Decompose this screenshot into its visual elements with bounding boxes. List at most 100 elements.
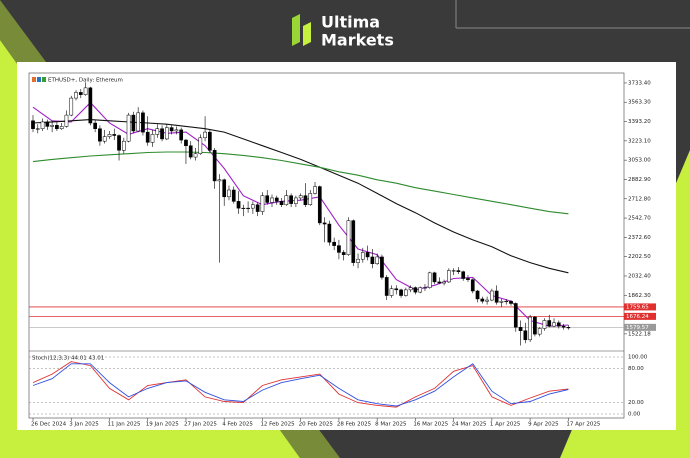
candle-body — [408, 287, 413, 291]
candle-body — [55, 125, 59, 129]
candle-body — [141, 112, 145, 133]
candle-body — [317, 186, 322, 224]
candle-body — [164, 127, 169, 140]
candle-body — [418, 287, 423, 293]
candle-body — [528, 316, 532, 341]
candle-body — [504, 300, 509, 303]
candle-body — [461, 271, 466, 279]
candle-body — [59, 126, 64, 129]
x-tick-label: 3 Jan 2025 — [69, 422, 99, 428]
moving-average — [32, 151, 569, 215]
candle-body — [337, 245, 341, 253]
candle-body — [509, 300, 513, 304]
last-price-box — [624, 323, 656, 331]
candle-body — [136, 112, 141, 132]
candle-body — [107, 134, 112, 137]
x-tick-label: 9 Apr 2025 — [528, 422, 559, 428]
brand-text: Ultima — [321, 13, 380, 32]
candle-body — [112, 134, 117, 136]
logo: Ultima Markets — [292, 13, 394, 50]
candle-body — [236, 201, 241, 209]
candle-body — [246, 207, 250, 210]
x-tick-label: 27 Jan 2025 — [184, 422, 217, 428]
candle-body — [537, 328, 542, 335]
candle-body — [83, 87, 88, 95]
candle-body — [270, 197, 274, 203]
candle-body — [360, 252, 365, 260]
candle-body — [332, 241, 336, 246]
indicator-tick-label: 20.00 — [628, 400, 644, 406]
candle-body — [284, 195, 289, 205]
icon — [37, 77, 41, 82]
indicator-plot — [29, 356, 624, 415]
y-tick-label: 2712.80 — [628, 196, 651, 202]
candle-body — [222, 179, 227, 198]
candle-body — [231, 189, 236, 202]
candle-body — [188, 145, 193, 158]
candle-body — [394, 288, 399, 291]
moving-average — [32, 119, 569, 274]
price-plot — [29, 82, 624, 346]
candle-body — [389, 288, 394, 296]
y-tick-label: 2032.40 — [628, 273, 651, 279]
candle-body — [289, 195, 293, 204]
candle-body — [542, 320, 547, 329]
candle-body — [160, 128, 164, 140]
level-label-box — [624, 312, 656, 320]
candle-body — [403, 289, 408, 296]
candle-body — [279, 201, 284, 205]
plot-frame — [28, 72, 625, 419]
candle-body — [313, 186, 317, 194]
candle-body — [356, 258, 360, 263]
level-label: 1676.24 — [626, 314, 649, 320]
indicator-line — [32, 363, 569, 407]
candle-body — [69, 97, 74, 116]
indicator-tick-label: 80.00 — [628, 366, 644, 372]
candle-body — [475, 290, 480, 300]
x-tick-label: 12 Feb 2025 — [260, 422, 295, 428]
candle-body — [442, 281, 446, 284]
x-tick-label: 17 Apr 2025 — [566, 422, 601, 428]
icon — [42, 77, 46, 82]
candle-body — [365, 252, 370, 258]
candle-body — [513, 303, 518, 328]
candle-body — [88, 87, 93, 124]
x-tick-label: 1 Apr 2025 — [490, 422, 521, 428]
y-tick-label: 2542.70 — [628, 216, 651, 222]
candle-body — [251, 204, 255, 209]
candle-body — [561, 325, 566, 328]
candle-body — [35, 128, 40, 130]
candle-body — [375, 256, 380, 265]
y-tick-label: 1522.18 — [628, 331, 651, 337]
candle-body — [470, 279, 475, 292]
candle-body — [518, 327, 523, 331]
candle-body — [552, 322, 556, 327]
x-tick-label: 28 Feb 2025 — [337, 422, 372, 428]
candle-body — [255, 204, 260, 212]
logo-mark — [303, 22, 311, 46]
candle-body — [102, 136, 107, 142]
x-tick-label: 16 Mar 2025 — [413, 422, 448, 428]
candle-body — [447, 270, 451, 283]
x-tick-label: 11 Jan 2025 — [107, 422, 140, 428]
y-tick-label: 3733.40 — [628, 80, 651, 86]
candle-body — [155, 128, 160, 135]
y-tick-label: 2882.90 — [628, 177, 651, 183]
indicator-tick-label: 100.00 — [628, 355, 648, 361]
candle-body — [346, 220, 351, 255]
candle-body — [208, 131, 212, 151]
candle-body — [203, 131, 207, 139]
candle-body — [466, 278, 470, 280]
candle-body — [217, 179, 222, 182]
y-tick-label: 2372.60 — [628, 235, 651, 241]
candle-body — [212, 150, 217, 182]
x-tick-label: 24 Mar 2025 — [452, 422, 487, 428]
candle-body — [490, 290, 494, 301]
candle-body — [380, 256, 384, 278]
y-tick-label: 1862.30 — [628, 293, 651, 299]
candle-body — [399, 289, 403, 296]
brand-text: Markets — [321, 31, 394, 50]
candle-body — [241, 207, 246, 210]
y-tick-label: 2202.50 — [628, 254, 651, 260]
candle-body — [145, 131, 150, 143]
